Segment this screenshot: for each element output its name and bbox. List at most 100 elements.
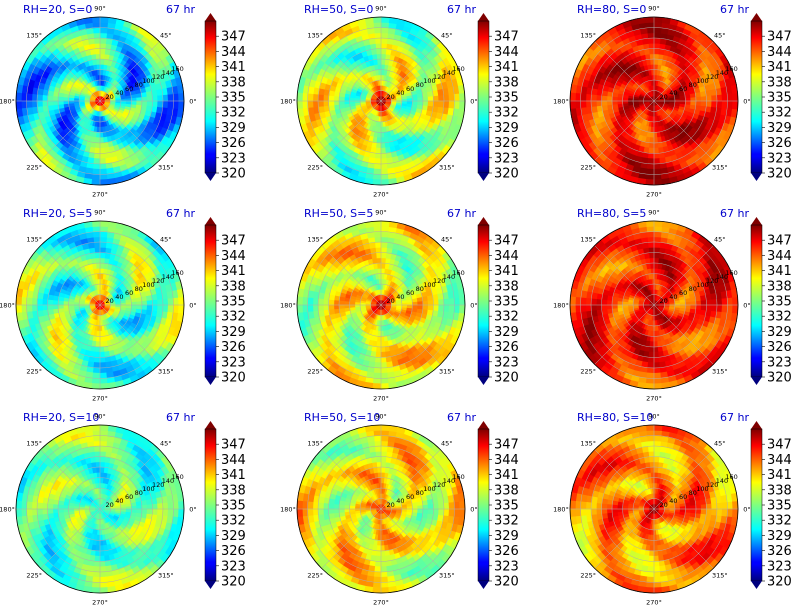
heatmap-cell	[99, 21, 109, 29]
heatmap-cell	[62, 97, 70, 102]
heatmap-cell	[380, 257, 386, 264]
heatmap-cell	[178, 92, 185, 102]
colorbar	[750, 20, 763, 174]
angle-tick-label: 45°	[160, 32, 172, 40]
heatmap-cell	[372, 173, 382, 181]
heatmap-cell	[432, 94, 440, 102]
colorbar-tick-label: 338	[221, 75, 246, 90]
heatmap-cell	[721, 93, 728, 102]
heatmap-cell	[650, 131, 655, 139]
heatmap-cell	[343, 301, 351, 306]
heatmap-cell	[99, 278, 103, 285]
heatmap-cell	[653, 69, 658, 76]
radial-tick-label: 40	[115, 89, 123, 97]
angle-tick-label: 270°	[92, 395, 108, 403]
heatmap-cell	[406, 304, 413, 309]
heatmap-cell	[146, 299, 153, 306]
heatmap-cell	[95, 137, 101, 144]
heatmap-cell	[99, 58, 105, 65]
heatmap-cell	[684, 100, 692, 105]
heatmap-cell	[378, 116, 382, 123]
angle-tick-label: 315°	[712, 163, 728, 171]
heatmap-cell	[328, 95, 335, 102]
heatmap-cell	[377, 330, 382, 337]
heatmap-cell	[167, 304, 174, 313]
heatmap-cell	[178, 100, 185, 110]
colorbar-tick-label: 344	[221, 249, 246, 264]
colorbar	[477, 20, 490, 174]
heatmap-cell	[695, 100, 702, 106]
heatmap-cell	[99, 37, 107, 44]
heatmap-cell	[338, 96, 345, 102]
heatmap-cell	[674, 100, 681, 104]
heatmap-cell	[627, 98, 634, 102]
colorbar-tick-label: 341	[221, 60, 246, 75]
angle-tick-label: 45°	[441, 32, 453, 40]
heatmap-cell	[322, 94, 330, 102]
heatmap-cell	[99, 236, 108, 243]
heatmap-cell	[115, 304, 122, 308]
heatmap-cell	[375, 351, 382, 358]
heatmap-cell	[648, 147, 655, 154]
heatmap-cell	[427, 95, 434, 102]
colorbar-tick-label: 335	[221, 295, 246, 310]
colorbar-tick-label: 338	[767, 75, 792, 90]
heatmap-cell	[172, 296, 180, 306]
heatmap-cell	[20, 92, 28, 102]
heatmap-cell	[125, 100, 132, 105]
heatmap-cell	[649, 137, 655, 144]
heatmap-cell	[645, 16, 655, 23]
heatmap-cell	[99, 283, 103, 290]
colorbar-tick-label: 347	[767, 30, 792, 45]
heatmap-cell	[328, 299, 335, 306]
heatmap-cell	[296, 100, 303, 110]
heatmap-cell	[606, 96, 613, 102]
heatmap-cell	[15, 304, 22, 314]
colorbar-tick-label: 329	[767, 121, 792, 136]
heatmap-cell	[647, 42, 655, 50]
heatmap-cell	[115, 100, 122, 104]
heatmap-cell	[312, 100, 319, 109]
colorbar-tick-label: 344	[494, 45, 519, 60]
heatmap-cell	[99, 241, 107, 248]
time-label: 67 hr	[166, 3, 195, 16]
heatmap-cell	[374, 246, 382, 254]
angle-tick-label: 135°	[26, 236, 42, 244]
heatmap-cell	[401, 100, 408, 104]
heatmap-cell	[354, 98, 361, 102]
heatmap-cell	[375, 147, 382, 154]
heatmap-cell	[376, 137, 382, 144]
colorbar-tick-label: 344	[221, 45, 246, 60]
heatmap-cell	[453, 100, 461, 110]
heatmap-cell	[443, 93, 450, 102]
heatmap-cell	[307, 100, 314, 109]
heatmap-cell	[590, 100, 597, 108]
heatmap-cell	[374, 152, 382, 160]
time-label: 67 hr	[720, 3, 749, 16]
heatmap-cell	[380, 278, 384, 285]
heatmap-cell	[99, 79, 103, 86]
heatmap-cell	[650, 126, 655, 133]
angle-tick-label: 0°	[189, 98, 196, 106]
heatmap-cell	[120, 304, 127, 308]
colorbar-tick-label: 347	[494, 30, 519, 45]
heatmap-cell	[380, 163, 389, 170]
grid-spoke	[99, 100, 160, 161]
colorbar-tick-label: 341	[767, 60, 792, 75]
heatmap-cell	[653, 32, 662, 39]
heatmap-cell	[99, 42, 107, 50]
heatmap-cell	[94, 147, 101, 154]
heatmap-cell	[590, 94, 597, 102]
heatmap-cell	[653, 152, 661, 160]
heatmap-cell	[92, 231, 101, 238]
heatmap-cell	[380, 158, 388, 165]
colorbar-tick-label: 329	[221, 325, 246, 340]
heatmap-cell	[595, 100, 603, 108]
heatmap-cell	[41, 100, 49, 108]
heatmap-cell	[93, 42, 101, 50]
heatmap-cell	[569, 100, 576, 110]
angle-tick-label: 180°	[0, 302, 15, 310]
colorbar	[204, 224, 217, 378]
heatmap-cell	[99, 377, 109, 385]
